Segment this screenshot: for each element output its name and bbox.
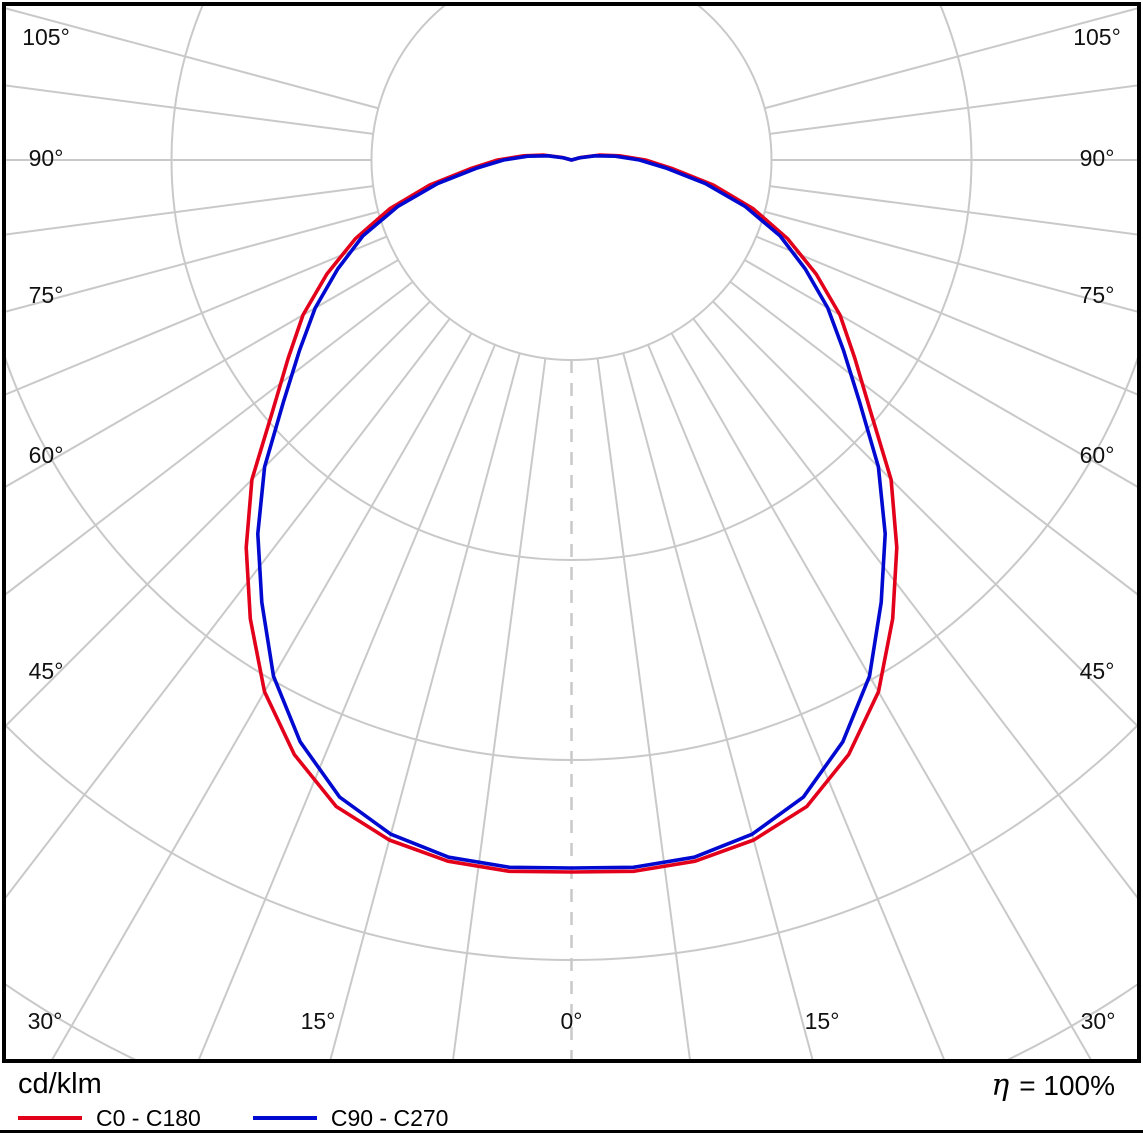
legend-label-c90-c270: C90 - C270 <box>330 1104 449 1131</box>
angle-label: 60° <box>1080 442 1115 468</box>
angle-label: 60° <box>29 442 64 468</box>
curve-C0-C180 <box>244 153 899 874</box>
angle-label: 15° <box>805 1008 840 1034</box>
angle-label: 90° <box>29 145 64 171</box>
grid-ray <box>764 210 1138 313</box>
legend: C0 - C180 C90 - C270 <box>18 1104 448 1132</box>
grid-ray <box>744 259 1138 489</box>
grid-ray <box>329 352 521 1060</box>
angle-label: 45° <box>1080 658 1115 684</box>
grid-ray <box>764 7 1138 110</box>
grid-ray <box>647 344 946 1060</box>
grid-ray <box>769 185 1138 236</box>
efficiency-value: = 100% <box>1019 1070 1115 1101</box>
grid-ray <box>5 280 414 596</box>
angle-label: 75° <box>29 282 64 308</box>
grid-ray <box>755 235 1138 396</box>
grid-ray <box>729 280 1138 596</box>
efficiency-label: η = 100% <box>991 1068 1115 1103</box>
grid-ray <box>452 358 547 1060</box>
grid-ray <box>769 84 1138 135</box>
angle-label: 90° <box>1080 145 1115 171</box>
grid-ray <box>5 210 379 313</box>
plot-border <box>2 2 1141 1063</box>
grid-ray <box>596 358 691 1060</box>
angle-label: 105° <box>22 24 70 50</box>
grid-ray <box>50 332 473 1060</box>
legend-label-c0-c180: C0 - C180 <box>96 1104 201 1131</box>
curve-C90-C270 <box>255 154 888 870</box>
grid-ray <box>5 84 374 135</box>
grid-ray <box>692 318 1138 900</box>
grid-ray <box>5 318 451 900</box>
grid-ring <box>370 5 773 361</box>
angle-label: 75° <box>1080 282 1115 308</box>
grid-ray <box>670 332 1093 1060</box>
angle-label: 30° <box>28 1008 63 1034</box>
angle-label: 30° <box>1081 1008 1116 1034</box>
grid-ray <box>5 259 399 489</box>
legend-swatch-c0-c180 <box>18 1116 82 1120</box>
grid-ray <box>5 235 388 396</box>
unit-label: cd/klm <box>18 1068 102 1100</box>
polar-chart: 105° 90° 75° 60° 45° 105° 90° 75° 60° 45° 30° 15° 0°… <box>2 2 1141 1063</box>
polar-chart-area: 105° 90° 75° 60° 45° 105° 90° 75° 60° 45° 30° 15° 0°… <box>2 2 1141 1063</box>
angle-label: 0° <box>561 1008 583 1034</box>
grid-ray <box>197 344 496 1060</box>
angle-label: 15° <box>301 1008 336 1034</box>
grid-ray <box>622 352 814 1060</box>
angle-label: 105° <box>1073 24 1121 50</box>
grid-ray <box>5 7 379 110</box>
angle-label: 45° <box>29 658 64 684</box>
bottom-rule <box>0 1130 1143 1133</box>
eta-symbol: η <box>991 1068 1010 1103</box>
grid-ray <box>5 185 374 236</box>
grid-ray <box>712 300 1138 728</box>
plot-area <box>5 5 1138 1060</box>
grid-ray <box>5 300 431 728</box>
legend-swatch-c90-c270 <box>252 1116 317 1120</box>
